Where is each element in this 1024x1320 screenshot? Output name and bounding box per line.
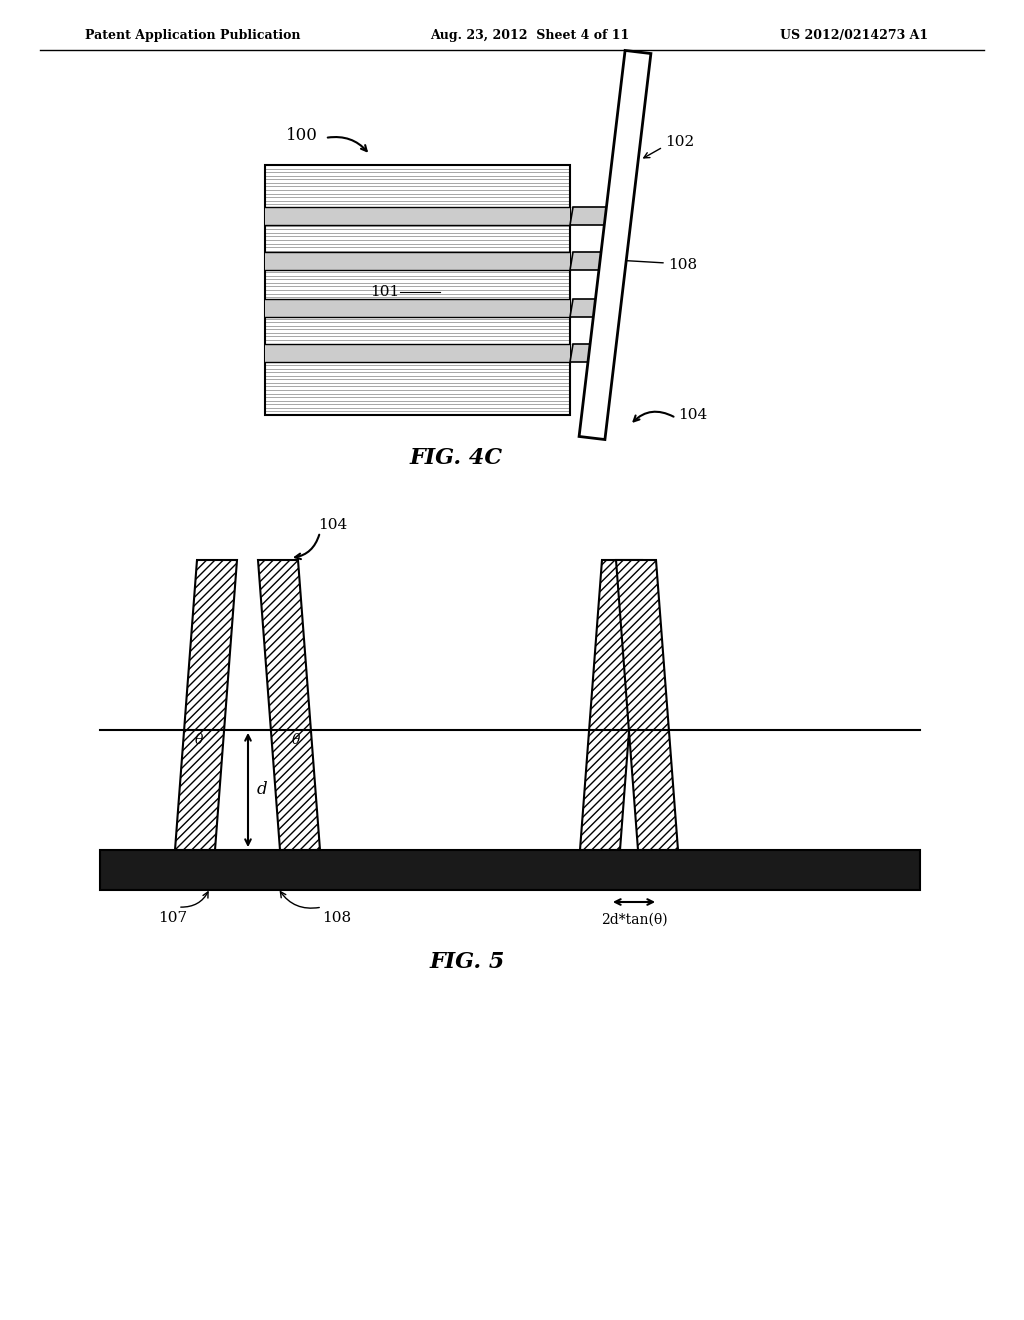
Text: d: d xyxy=(257,781,267,799)
Text: 104: 104 xyxy=(678,408,708,422)
Text: Aug. 23, 2012  Sheet 4 of 11: Aug. 23, 2012 Sheet 4 of 11 xyxy=(430,29,630,41)
Text: 2d*tan(θ): 2d*tan(θ) xyxy=(601,913,668,927)
Polygon shape xyxy=(580,560,642,850)
Text: FIG. 4C: FIG. 4C xyxy=(410,447,503,469)
Polygon shape xyxy=(580,50,651,440)
Text: Patent Application Publication: Patent Application Publication xyxy=(85,29,300,41)
Polygon shape xyxy=(570,207,611,224)
Text: θ: θ xyxy=(292,733,300,747)
Text: 108: 108 xyxy=(322,911,351,925)
Text: 100: 100 xyxy=(286,127,318,144)
Text: US 2012/0214273 A1: US 2012/0214273 A1 xyxy=(780,29,928,41)
Polygon shape xyxy=(570,300,611,317)
Polygon shape xyxy=(570,345,611,362)
Text: 107: 107 xyxy=(158,911,187,925)
Text: 108: 108 xyxy=(668,257,697,272)
Text: 102: 102 xyxy=(665,135,694,149)
Text: 101: 101 xyxy=(370,285,399,300)
Polygon shape xyxy=(570,252,611,271)
Polygon shape xyxy=(175,560,237,850)
Text: θ: θ xyxy=(195,733,203,747)
Polygon shape xyxy=(616,560,678,850)
Polygon shape xyxy=(258,560,319,850)
Text: 104: 104 xyxy=(318,517,347,532)
Bar xyxy=(100,850,920,890)
Text: FIG. 5: FIG. 5 xyxy=(430,950,506,973)
